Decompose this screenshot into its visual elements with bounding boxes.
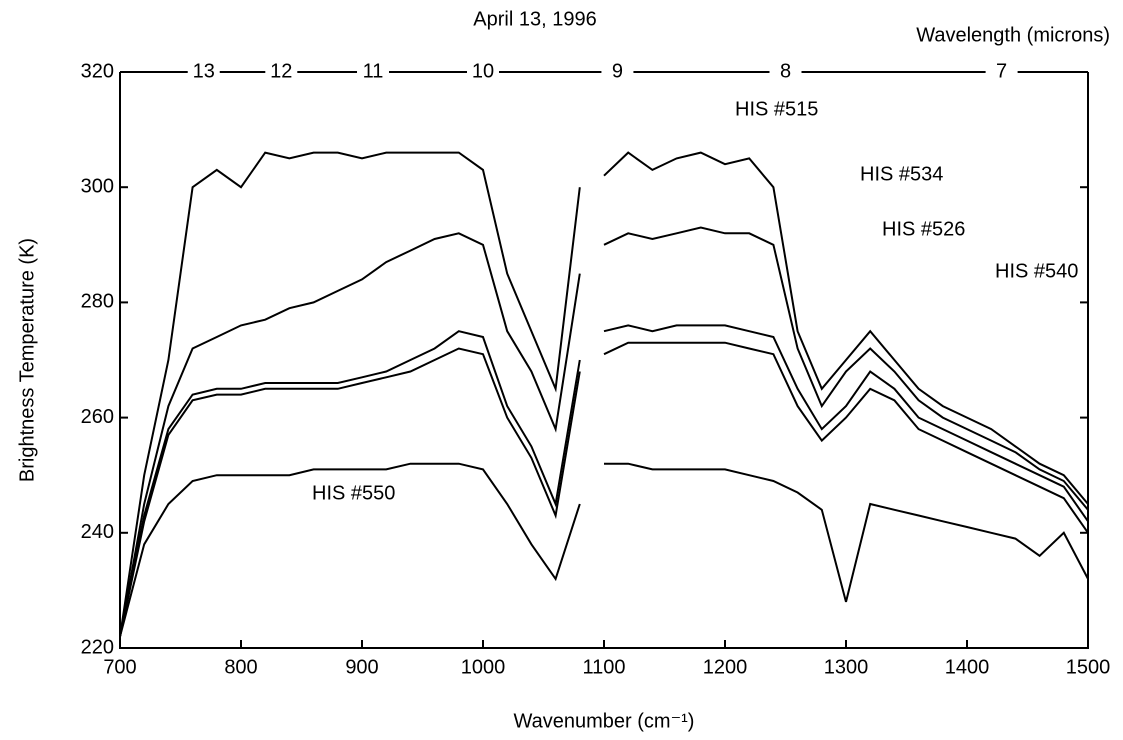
x-tick-label: 700 [103, 656, 136, 678]
y-tick-label: 300 [81, 175, 114, 197]
series-label: HIS #540 [995, 260, 1078, 282]
series-line [119, 341, 1089, 637]
x-tick-label: 1500 [1066, 656, 1111, 678]
x2-tick-label: 8 [780, 60, 791, 82]
x2-tick-label-bg [601, 60, 634, 84]
x2-tick-label-bg [769, 60, 802, 84]
x2-tick-label-bg [187, 60, 220, 84]
x-tick-label: 1200 [703, 656, 748, 678]
x2-tick-label-bg [985, 60, 1018, 84]
x2-tick-label-bg [265, 60, 298, 84]
series-line [119, 324, 1089, 637]
x2-tick-label: 12 [270, 60, 292, 82]
y-tick-label: 220 [81, 636, 114, 658]
y-tick-label: 320 [81, 60, 114, 82]
y-tick-label: 280 [81, 291, 114, 313]
x2-axis-title: Wavelength (microns) [916, 24, 1110, 46]
x-tick-label: 1300 [824, 656, 869, 678]
x2-tick-label: 10 [472, 60, 494, 82]
x-tick-label: 800 [224, 656, 257, 678]
series-line [119, 226, 1089, 637]
x2-tick-label-bg [357, 60, 390, 84]
series-label: HIS #550 [312, 482, 395, 504]
x2-tick-label: 9 [612, 60, 623, 82]
x-tick-label: 1000 [461, 656, 506, 678]
series-label: HIS #526 [882, 218, 965, 240]
x2-tick-label: 13 [193, 60, 215, 82]
x2-tick-label: 7 [996, 60, 1007, 82]
y-tick-label: 240 [81, 521, 114, 543]
series-line [119, 462, 1089, 637]
x-tick-label: 1400 [945, 656, 990, 678]
x2-tick-label: 11 [363, 60, 384, 82]
y-tick-label: 260 [81, 406, 114, 428]
chart-title: April 13, 1996 [473, 8, 596, 30]
y-axis-title: Brightness Temperature (K) [16, 238, 38, 482]
series-label: HIS #534 [860, 163, 943, 185]
x-tick-label: 1100 [582, 656, 625, 678]
x-axis-title: Wavenumber (cm⁻¹) [514, 710, 695, 732]
series-label: HIS #515 [735, 98, 818, 120]
x2-tick-label-bg [467, 60, 499, 84]
x-tick-label: 900 [345, 656, 378, 678]
series-line [119, 151, 1089, 637]
